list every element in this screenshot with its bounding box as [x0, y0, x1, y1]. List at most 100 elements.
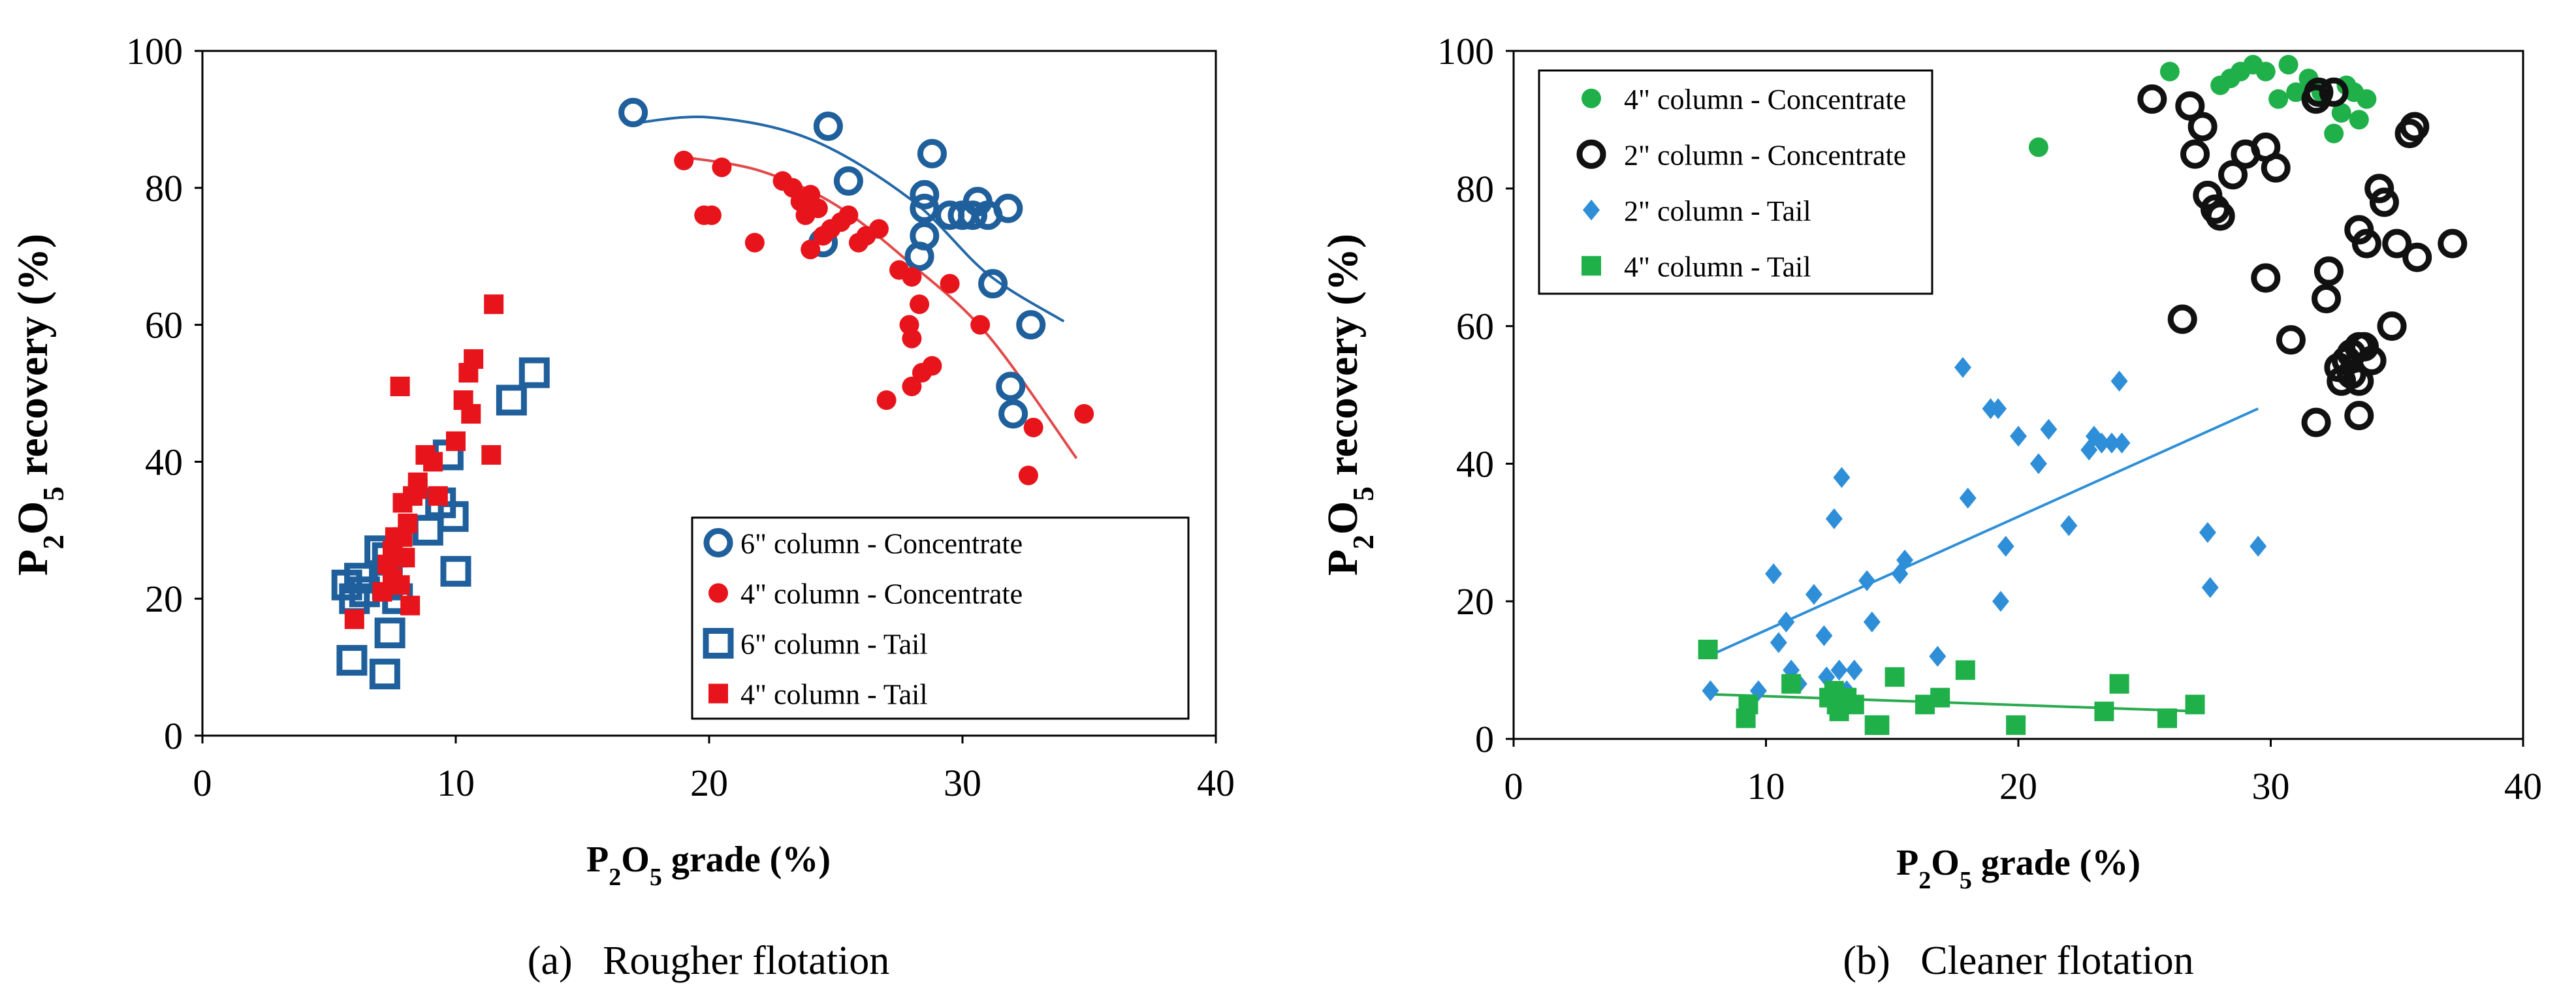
data-point — [2187, 112, 2218, 142]
data-point — [904, 242, 934, 272]
panel-cleaner: 0 10 20 30 40 0 20 40 60 80 100 4" column - Concent… — [1319, 30, 2542, 983]
data-point — [446, 431, 466, 451]
data-point — [437, 501, 469, 532]
data-point — [996, 371, 1026, 401]
x-tick-label: 20 — [1999, 765, 2037, 807]
data-point — [2113, 432, 2131, 454]
data-point — [2349, 110, 2369, 130]
data-point — [407, 479, 428, 499]
y-tick-label: 60 — [1456, 305, 1494, 348]
legend-marker — [708, 683, 728, 704]
legend-label: 4" column - Concentrate — [740, 578, 1023, 610]
data-point — [2028, 137, 2048, 157]
data-point — [2157, 708, 2178, 728]
legend-marker — [1582, 88, 1601, 108]
data-point — [1018, 465, 1038, 486]
data-point — [902, 377, 922, 397]
data-point — [496, 384, 527, 416]
series-3 — [344, 294, 504, 629]
data-point — [917, 138, 947, 168]
data-point — [910, 294, 930, 315]
data-point — [2103, 432, 2121, 454]
data-point — [392, 527, 413, 547]
x-axis-label: P2O5 grade (%) — [586, 839, 831, 891]
y-axis-label: P2O5 recovery (%) — [9, 234, 70, 576]
data-point — [1815, 625, 1833, 646]
data-point — [833, 166, 863, 196]
data-point — [1698, 639, 1718, 659]
data-point — [2278, 55, 2298, 75]
legend-label: 6" column - Concentrate — [740, 528, 1023, 560]
data-point — [2180, 139, 2210, 169]
data-point — [701, 205, 722, 225]
data-point — [1781, 674, 1802, 694]
x-tick-label: 40 — [1197, 762, 1235, 804]
data-point — [1770, 632, 1787, 653]
data-point — [1929, 646, 1947, 667]
data-point — [1992, 591, 2009, 612]
data-point — [744, 232, 765, 253]
data-point — [461, 403, 481, 424]
data-point — [336, 645, 368, 676]
y-axis-label: P2O5 recovery (%) — [1319, 234, 1380, 576]
data-point — [344, 609, 364, 629]
data-point — [1997, 535, 2014, 557]
data-point — [2199, 522, 2216, 543]
data-point — [813, 111, 843, 141]
y-tick-label: 60 — [145, 304, 183, 347]
data-point — [618, 97, 648, 127]
data-point — [868, 219, 889, 239]
data-point — [940, 273, 960, 294]
data-point — [2400, 112, 2430, 142]
y-tick-label: 0 — [164, 715, 183, 757]
data-point — [1845, 659, 1863, 681]
data-point — [2351, 228, 2381, 258]
data-point — [808, 198, 828, 219]
data-point — [374, 617, 405, 649]
trendline — [1708, 693, 2201, 713]
data-point — [2357, 89, 2377, 109]
data-point — [922, 356, 942, 376]
legend-marker — [1583, 199, 1600, 221]
data-point — [1954, 356, 1971, 378]
data-point — [440, 555, 471, 587]
y-tick-label: 80 — [145, 167, 183, 210]
data-point — [2402, 242, 2432, 272]
data-point — [2040, 418, 2058, 440]
data-point — [458, 363, 479, 383]
data-point — [902, 267, 922, 287]
x-tick-label: 0 — [193, 762, 212, 804]
data-point — [2159, 61, 2180, 82]
y-tick-label: 0 — [1475, 718, 1494, 760]
data-point — [2010, 426, 2027, 447]
data-point — [2301, 407, 2331, 437]
data-point — [1891, 563, 1909, 585]
data-point — [2268, 89, 2289, 109]
data-point — [1805, 584, 1822, 605]
data-point — [674, 150, 694, 170]
data-point — [481, 445, 501, 465]
x-tick-label: 30 — [944, 762, 981, 804]
data-point — [2312, 283, 2342, 313]
data-point — [2060, 515, 2078, 537]
y-tick-label: 20 — [1456, 580, 1494, 623]
data-point — [1777, 611, 1795, 633]
x-tick-label: 10 — [437, 762, 475, 804]
panel-caption: (a) Rougher flotation — [528, 939, 889, 983]
trendline — [683, 155, 1078, 460]
legend-label: 4" column - Tail — [740, 679, 928, 711]
data-point — [876, 390, 897, 410]
data-point — [2175, 91, 2205, 121]
data-point — [1702, 680, 1719, 702]
data-point — [2286, 82, 2306, 102]
data-point — [2185, 695, 2205, 715]
data-point — [910, 180, 940, 210]
data-point — [2344, 366, 2374, 396]
data-point — [423, 452, 443, 472]
legend-label: 2" column - Tail — [1624, 195, 1811, 227]
data-point — [1833, 467, 1851, 488]
x-tick-label: 20 — [690, 762, 728, 804]
y-tick-label: 40 — [1456, 443, 1494, 485]
data-point — [1074, 403, 1094, 424]
data-point — [1736, 708, 1756, 728]
